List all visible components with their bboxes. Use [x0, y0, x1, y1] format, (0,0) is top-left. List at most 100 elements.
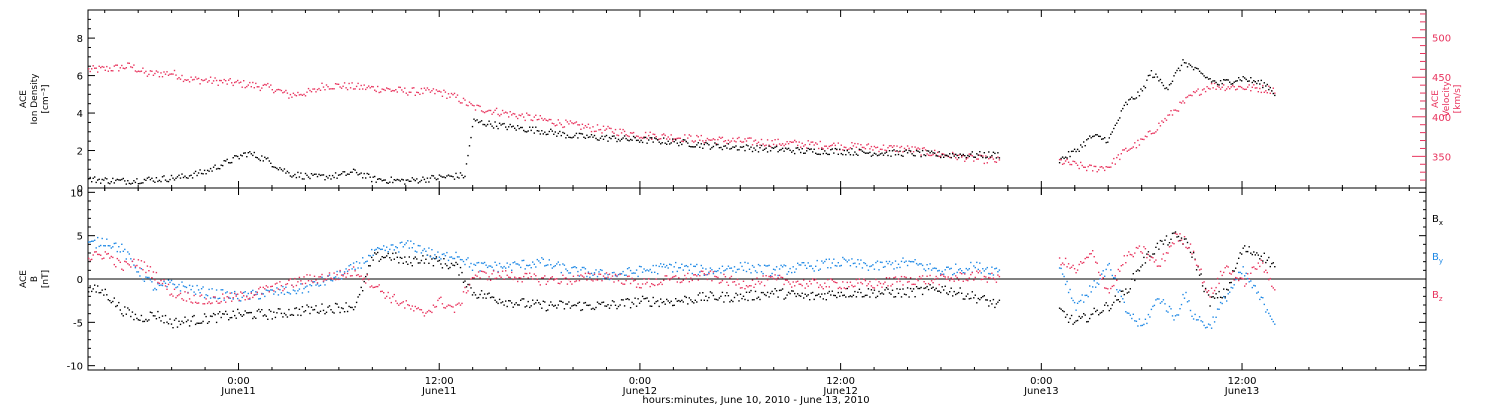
- density-point: [459, 172, 462, 174]
- density-point: [115, 179, 117, 182]
- bx-point: [1098, 314, 1100, 316]
- by-point: [1123, 301, 1125, 303]
- density-point: [1179, 69, 1181, 72]
- velocity-point: [459, 102, 462, 104]
- bx-point: [967, 293, 969, 295]
- bx-point: [243, 314, 245, 316]
- velocity-point: [822, 148, 824, 150]
- bz-point: [310, 280, 313, 282]
- by-point: [772, 268, 775, 270]
- velocity-point: [405, 92, 407, 94]
- bx-point: [1067, 321, 1070, 323]
- by-point: [273, 293, 275, 295]
- bz-point: [435, 305, 438, 308]
- bz-point: [563, 277, 566, 280]
- velocity-point: [315, 91, 317, 93]
- density-point: [551, 130, 553, 132]
- by-point: [235, 293, 237, 296]
- density-point: [628, 140, 630, 142]
- density-point: [515, 129, 517, 131]
- bz-point: [917, 279, 919, 282]
- density-point: [1251, 81, 1253, 84]
- by-point: [620, 273, 623, 275]
- velocity-point: [408, 91, 410, 93]
- by-point: [340, 278, 343, 280]
- bx-point: [571, 305, 573, 307]
- density-point: [905, 149, 907, 151]
- bz-point: [1122, 264, 1124, 266]
- density-point: [965, 156, 967, 159]
- velocity-point: [467, 104, 469, 107]
- bz-point: [306, 274, 308, 276]
- density-point: [489, 123, 492, 125]
- by-point: [459, 258, 462, 261]
- bz-point: [392, 295, 394, 298]
- velocity-point: [295, 95, 298, 97]
- by-point: [1135, 320, 1138, 322]
- density-point: [92, 177, 94, 179]
- density-point: [125, 183, 127, 185]
- bx-point: [1216, 297, 1219, 299]
- bx-point: [452, 264, 454, 266]
- density-point: [760, 144, 763, 147]
- bx-point: [145, 318, 147, 321]
- density-point: [231, 161, 233, 164]
- bx-point: [596, 301, 599, 303]
- bz-point: [468, 284, 471, 286]
- bx-point: [441, 267, 444, 269]
- velocity-point: [795, 141, 797, 143]
- velocity-point: [291, 96, 293, 98]
- bx-point: [843, 294, 845, 296]
- by-point: [866, 264, 868, 267]
- density-point: [565, 137, 567, 139]
- bx-point: [1224, 296, 1226, 298]
- by-point: [720, 272, 722, 274]
- bz-point: [1191, 253, 1193, 255]
- velocity-point: [398, 86, 400, 88]
- velocity-point: [476, 104, 478, 106]
- bz-point: [462, 291, 465, 293]
- bx-point: [997, 301, 999, 303]
- by-point: [878, 269, 880, 271]
- by-point: [390, 244, 392, 246]
- bx-point: [705, 295, 707, 297]
- density-axis-label-line: Ion Density: [30, 73, 40, 125]
- bx-point: [103, 294, 105, 296]
- by-point: [1063, 275, 1065, 278]
- bz-point: [890, 285, 892, 287]
- by-point: [402, 246, 404, 248]
- velocity-point: [122, 67, 124, 69]
- legend-base: B: [1432, 252, 1439, 263]
- velocity-point: [604, 129, 606, 131]
- by-point: [533, 263, 535, 265]
- bz-point: [875, 278, 877, 281]
- bz-point: [374, 286, 376, 288]
- bx-point: [98, 292, 100, 294]
- bz-point: [115, 266, 117, 268]
- density-point: [223, 160, 225, 162]
- density-point: [271, 166, 273, 168]
- bx-point: [729, 301, 731, 303]
- density-point: [240, 154, 242, 156]
- bx-point: [381, 256, 383, 258]
- bz-point: [336, 274, 338, 276]
- bx-point: [501, 301, 504, 303]
- velocity-point: [1185, 96, 1187, 99]
- density-point: [297, 171, 299, 174]
- bz-point: [411, 305, 413, 307]
- bx-point: [620, 299, 623, 301]
- velocity-point: [170, 73, 173, 75]
- by-point: [566, 270, 569, 272]
- bx-point: [875, 296, 877, 299]
- by-point: [818, 269, 820, 271]
- bx-point: [568, 301, 570, 303]
- by-point: [544, 265, 546, 267]
- velocity-point: [1161, 120, 1163, 122]
- bz-point: [188, 298, 191, 300]
- bz-point: [864, 279, 867, 282]
- bz-point: [1192, 250, 1195, 253]
- velocity-point: [265, 84, 267, 86]
- by-point: [104, 245, 106, 247]
- by-point: [225, 292, 227, 294]
- by-point: [962, 272, 964, 274]
